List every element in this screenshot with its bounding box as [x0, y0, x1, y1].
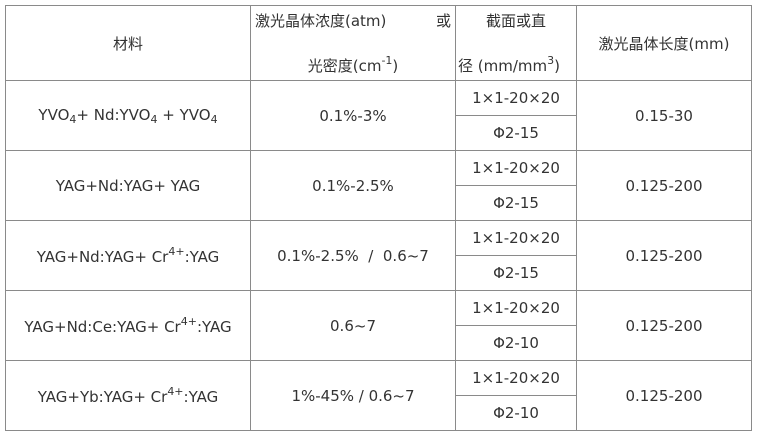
subscript: 4	[210, 112, 218, 126]
header-text: 或	[435, 12, 451, 30]
text-run: :YAG	[196, 318, 232, 336]
supscript: 3	[547, 54, 555, 67]
dimension-cell: 1×1-20×20	[455, 290, 577, 326]
header-cell: 激光晶体长度(mm)	[576, 5, 752, 81]
length-cell: 0.125-200	[576, 150, 752, 221]
header-cell: 材料	[5, 5, 251, 81]
dimension-cell: Φ2-15	[455, 185, 577, 221]
supscript: 4+	[168, 245, 185, 258]
table-body: 材料 激光晶体浓度(atm) 或光密度(cm-1) 截面或直径 (mm/mm3) 激光晶…	[5, 5, 752, 431]
text-run: YAG+Nd:YAG+ YAG	[55, 176, 201, 195]
text-run: YAG+Yb:YAG+ Cr	[37, 388, 168, 406]
header-stack: 激光晶体浓度(atm) 或光密度(cm-1)	[251, 8, 455, 78]
length-cell: 0.125-200	[576, 360, 752, 431]
text-run: )	[392, 57, 399, 75]
header-line: 截面或直	[485, 12, 546, 30]
length-cell: 0.15-30	[576, 80, 752, 151]
material-cell: YAG+Nd:Ce:YAG+ Cr4+:YAG	[5, 290, 251, 361]
header-stack: 截面或直径 (mm/mm3)	[456, 8, 576, 78]
table-subrow: Φ2-10	[6, 325, 752, 361]
supscript: 4+	[167, 385, 184, 398]
material-cell: YAG+Nd:YAG+ Cr4+:YAG	[5, 220, 251, 291]
length-cell: 0.125-200	[576, 290, 752, 361]
table-row: YAG+Nd:Ce:YAG+ Cr4+:YAG 0.6~7 1×1-20×20 0.1…	[5, 290, 752, 361]
table-row: YAG+Nd:YAG+ YAG 0.1%-2.5% 1×1-20×20 0.125-2…	[5, 150, 752, 221]
concentration-cell: 0.1%-2.5%	[250, 150, 456, 221]
header-line: 光密度(cm-1)	[255, 54, 451, 76]
text-run: + Nd:YVO	[76, 105, 151, 124]
concentration-cell: 0.1%-3%	[250, 80, 456, 151]
table-subrow: Φ2-15	[6, 115, 752, 151]
table-row: YAG+Nd:YAG+ Cr4+:YAG 0.1%-2.5% / 0.6~7 1×1…	[5, 220, 752, 291]
text-run: 径 (mm/mm	[458, 57, 548, 75]
header-cell: 截面或直径 (mm/mm3)	[455, 5, 577, 81]
dimension-cell: 1×1-20×20	[455, 220, 577, 256]
table-row: YAG+Yb:YAG+ Cr4+:YAG 1%-45% / 0.6~7 1×1-20…	[5, 360, 752, 431]
text-run: :YAG	[183, 388, 219, 406]
concentration-cell: 0.1%-2.5% / 0.6~7	[250, 220, 456, 291]
material-cell: YAG+Nd:YAG+ YAG	[5, 150, 251, 221]
material-cell: YVO4+ Nd:YVO4 + YVO4	[5, 80, 251, 151]
dimension-cell: 1×1-20×20	[455, 360, 577, 396]
text-run: + YVO	[157, 105, 211, 124]
material-cell: YAG+Yb:YAG+ Cr4+:YAG	[5, 360, 251, 431]
subscript: 4	[69, 112, 77, 126]
table-container: 材料 激光晶体浓度(atm) 或光密度(cm-1) 截面或直径 (mm/mm3) 激光晶…	[5, 5, 752, 431]
dimension-cell: Φ2-10	[455, 395, 577, 431]
text-run: YAG+Nd:YAG+ Cr	[36, 248, 169, 266]
length-cell: 0.125-200	[576, 220, 752, 291]
dimension-cell: Φ2-10	[455, 325, 577, 361]
dimension-cell: Φ2-15	[455, 255, 577, 291]
table-subrow: Φ2-10	[6, 395, 752, 431]
text-run: YVO	[38, 105, 70, 124]
concentration-cell: 1%-45% / 0.6~7	[250, 360, 456, 431]
data-table: 材料 激光晶体浓度(atm) 或光密度(cm-1) 截面或直径 (mm/mm3) 激光晶…	[5, 5, 752, 431]
supscript: -1	[381, 54, 393, 67]
subscript: 4	[150, 112, 158, 126]
text-run: YAG+Nd:Ce:YAG+ Cr	[24, 318, 181, 336]
text-run: )	[554, 57, 560, 75]
header-line: 激光晶体浓度(atm) 或	[255, 10, 451, 31]
dimension-cell: 1×1-20×20	[455, 80, 577, 116]
header-text: 激光晶体浓度(atm)	[255, 12, 387, 30]
supscript: 4+	[180, 315, 197, 328]
header-row: 材料 激光晶体浓度(atm) 或光密度(cm-1) 截面或直径 (mm/mm3) 激光晶…	[5, 5, 752, 81]
table-subrow: Φ2-15	[6, 185, 752, 221]
dimension-cell: 1×1-20×20	[455, 150, 577, 186]
text-run: 光密度(cm	[307, 57, 382, 75]
header-cell: 激光晶体浓度(atm) 或光密度(cm-1)	[250, 5, 456, 81]
dimension-cell: Φ2-15	[455, 115, 577, 151]
table-row: YVO4+ Nd:YVO4 + YVO4 0.1%-3% 1×1-20×20 0.15…	[5, 80, 752, 151]
concentration-cell: 0.6~7	[250, 290, 456, 361]
header-line: 径 (mm/mm3)	[458, 54, 572, 76]
text-run: :YAG	[184, 248, 220, 266]
